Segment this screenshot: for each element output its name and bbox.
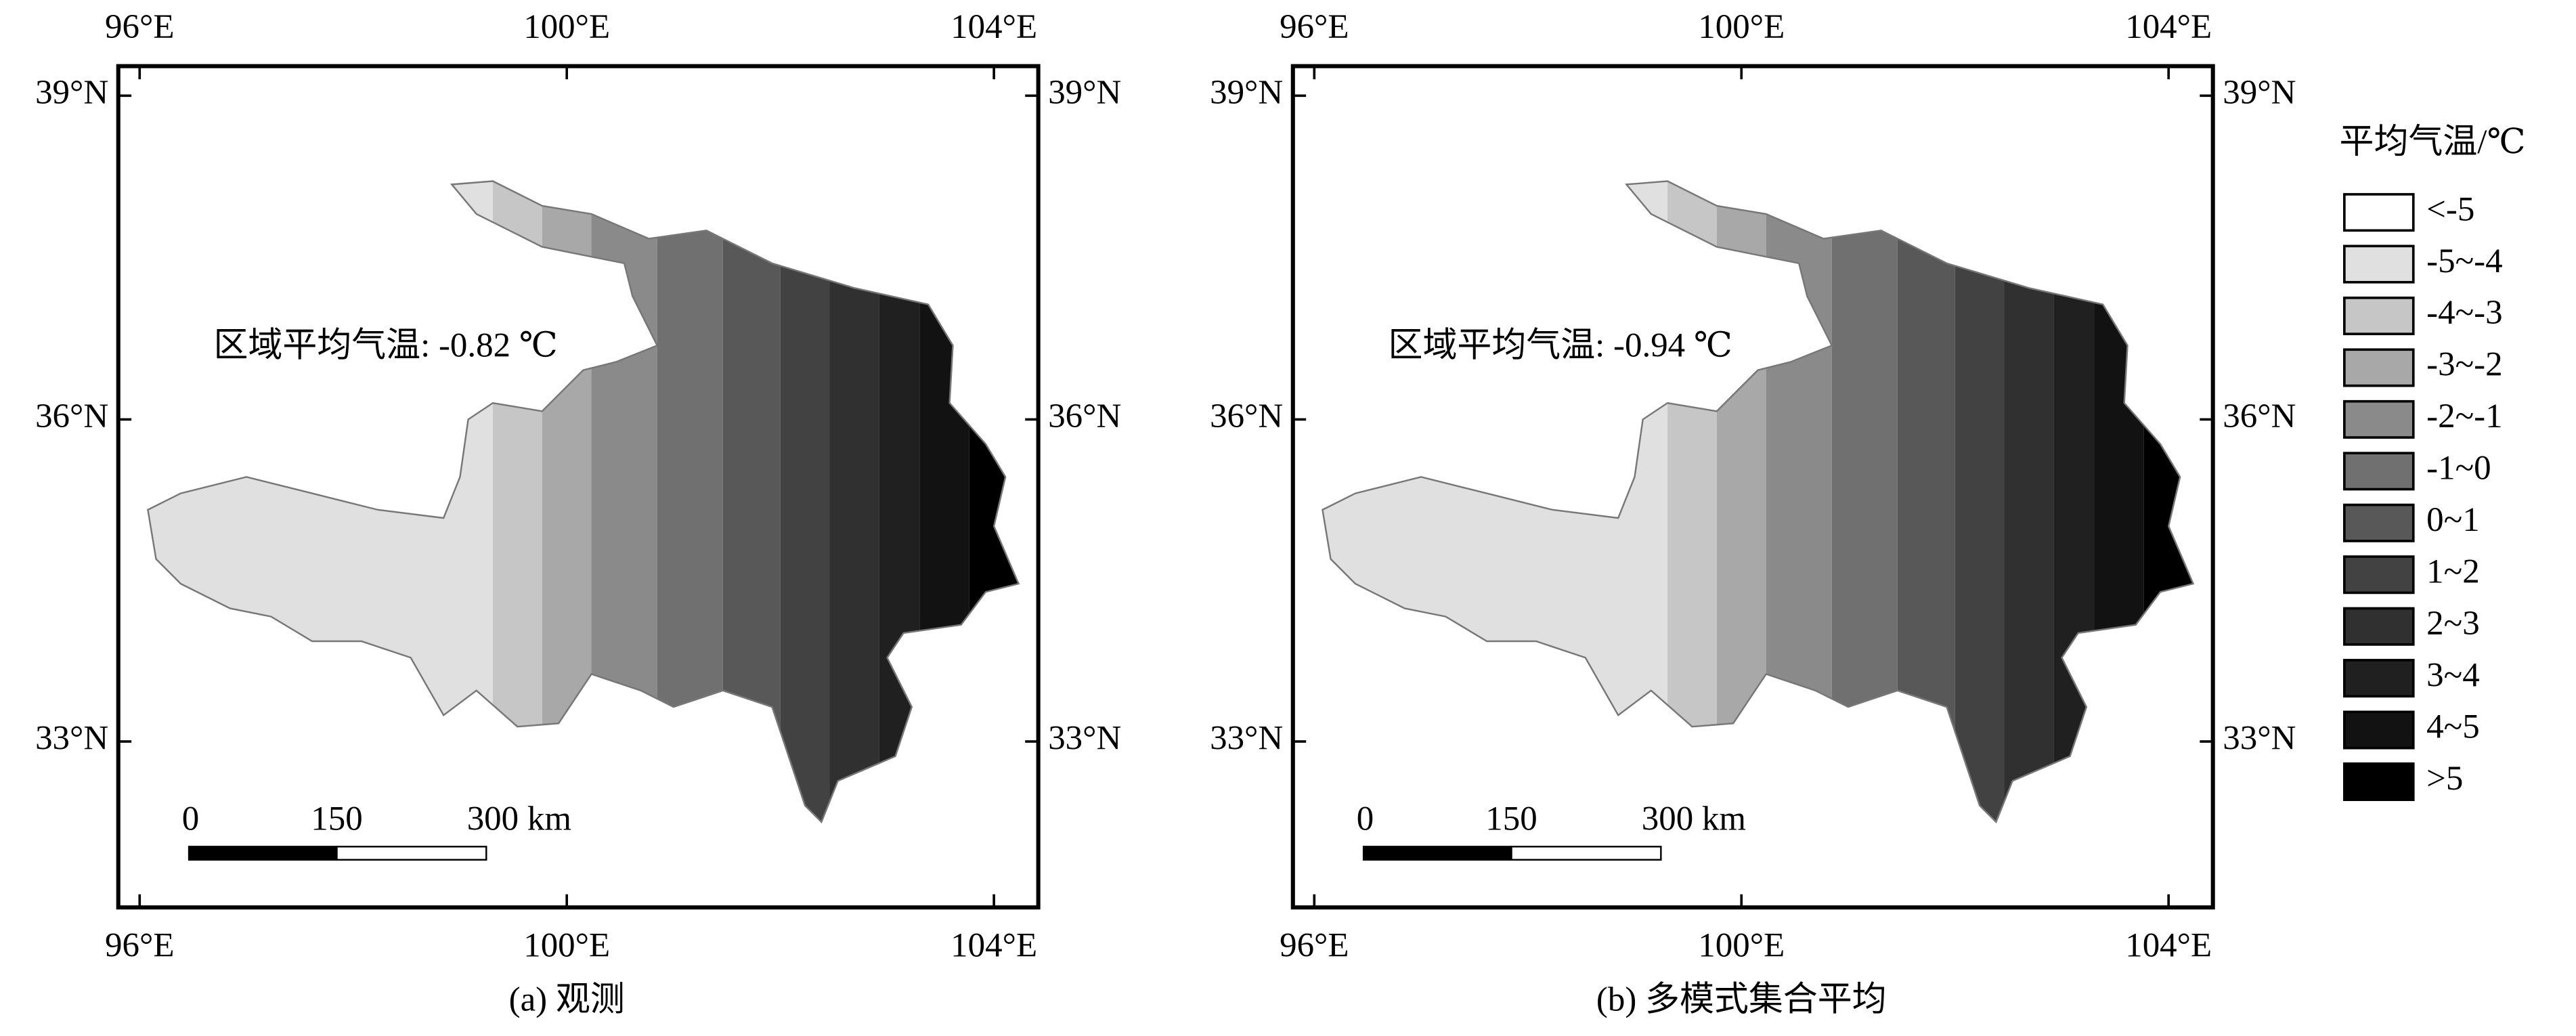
lat-label: 33°N [1048, 720, 1121, 758]
legend-label: -2~-1 [2426, 397, 2502, 435]
lon-label: 100°E [523, 926, 610, 964]
scale-bar-label: 0 [182, 800, 199, 838]
legend-swatch [2343, 348, 2415, 387]
scale-bar-label: 300 km [1642, 800, 1746, 838]
legend: 平均气温/℃ <-5 -5~-4 -4~-3 -3~-2 -2~-1 -1~0 0~1 1~2 2… [2340, 123, 2526, 801]
region-outline [1322, 180, 2195, 824]
legend-label: 0~1 [2426, 501, 2480, 539]
legend-label: -5~-4 [2426, 242, 2502, 280]
legend-label: >5 [2426, 760, 2463, 798]
temperature-band [829, 181, 879, 822]
temperature-band [1322, 181, 1668, 822]
lon-label: 96°E [105, 926, 174, 964]
scale-bar-white [336, 846, 487, 861]
lon-label: 100°E [1698, 926, 1785, 964]
lat-label: 39°N [1210, 74, 1283, 112]
scale-bar-label: 0 [1357, 800, 1374, 838]
legend-swatch [2343, 297, 2415, 336]
temperature-band [148, 181, 493, 822]
temperature-band [780, 181, 830, 822]
scale-bar-black [188, 846, 338, 861]
lon-label: 104°E [2125, 8, 2212, 46]
lat-label: 36°N [1210, 397, 1283, 435]
temperature-band [657, 181, 723, 822]
legend-swatch [2343, 555, 2415, 595]
legend-label: <-5 [2426, 190, 2474, 228]
annotation: 区域平均气温: -0.94 ℃ [1389, 327, 1732, 365]
scale-bar-black [1362, 846, 1512, 861]
temperature-band [1716, 181, 1766, 822]
panel-caption: (a) 观测 [509, 981, 625, 1019]
temperature-band [722, 181, 781, 822]
legend-label: 3~4 [2426, 656, 2480, 694]
map-panel: 96°E 96°E 100°E 100°E 104°E 104°E 39°N 39°N 36°N… [35, 8, 1121, 1019]
legend-swatch [2343, 607, 2415, 646]
legend-label: -4~-3 [2426, 294, 2502, 332]
temperature-band [1667, 181, 1717, 822]
temperature-band [1955, 181, 2005, 822]
lat-label: 39°N [35, 74, 108, 112]
lat-label: 36°N [1048, 397, 1121, 435]
lat-label: 33°N [2223, 720, 2296, 758]
lat-label: 36°N [2223, 397, 2296, 435]
scale-bar-white [1510, 846, 1662, 861]
lon-label: 104°E [951, 926, 1037, 964]
temperature-band [1897, 181, 1955, 822]
legend-label: 1~2 [2426, 553, 2480, 590]
temperature-band [2004, 181, 2054, 822]
temperature-band [542, 181, 592, 822]
lat-label: 39°N [1048, 74, 1121, 112]
lon-label: 100°E [523, 8, 610, 46]
legend-label: -1~0 [2426, 450, 2491, 488]
map-panel: 96°E 96°E 100°E 100°E 104°E 104°E 39°N 39°N 36°N… [1210, 8, 2296, 1019]
region [1322, 181, 2193, 822]
temperature-band [2053, 181, 2095, 822]
legend-swatch [2343, 503, 2415, 542]
lon-label: 104°E [951, 8, 1037, 46]
temperature-band [591, 181, 657, 822]
legend-swatch [2343, 659, 2415, 698]
lon-label: 96°E [105, 8, 174, 46]
map-frame [1290, 64, 2215, 910]
panel-caption: (b) 多模式集合平均 [1596, 981, 1887, 1019]
map-frame [116, 64, 1041, 910]
legend-swatch [2343, 193, 2415, 232]
temperature-band [1831, 181, 1898, 822]
legend-swatch [2343, 400, 2415, 439]
lon-label: 104°E [2125, 926, 2212, 964]
lat-label: 39°N [2223, 74, 2296, 112]
temperature-band [2094, 181, 2144, 822]
legend-swatch [2343, 244, 2415, 284]
legend-label: 4~5 [2426, 708, 2480, 746]
legend-swatch [2343, 762, 2415, 801]
temperature-band [919, 181, 969, 822]
region [148, 181, 1019, 822]
region-outline [147, 180, 1020, 824]
legend-label: -3~-2 [2426, 346, 2502, 384]
scale-bar-label: 150 [1485, 800, 1537, 838]
annotation: 区域平均气温: -0.82 ℃ [213, 327, 557, 365]
lat-label: 36°N [35, 397, 108, 435]
temperature-band [879, 181, 920, 822]
lon-label: 96°E [1280, 8, 1349, 46]
lat-label: 33°N [35, 720, 108, 758]
scale-bar-label: 150 [311, 800, 362, 838]
legend-swatch [2343, 452, 2415, 491]
lon-label: 96°E [1280, 926, 1349, 964]
scale-bar-label: 300 km [467, 800, 571, 838]
temperature-band [1766, 181, 1832, 822]
lat-label: 33°N [1210, 720, 1283, 758]
legend-label: 2~3 [2426, 605, 2480, 643]
legend-swatch [2343, 710, 2415, 750]
lon-label: 100°E [1698, 8, 1785, 46]
legend-title: 平均气温/℃ [2340, 123, 2526, 161]
temperature-band [492, 181, 542, 822]
